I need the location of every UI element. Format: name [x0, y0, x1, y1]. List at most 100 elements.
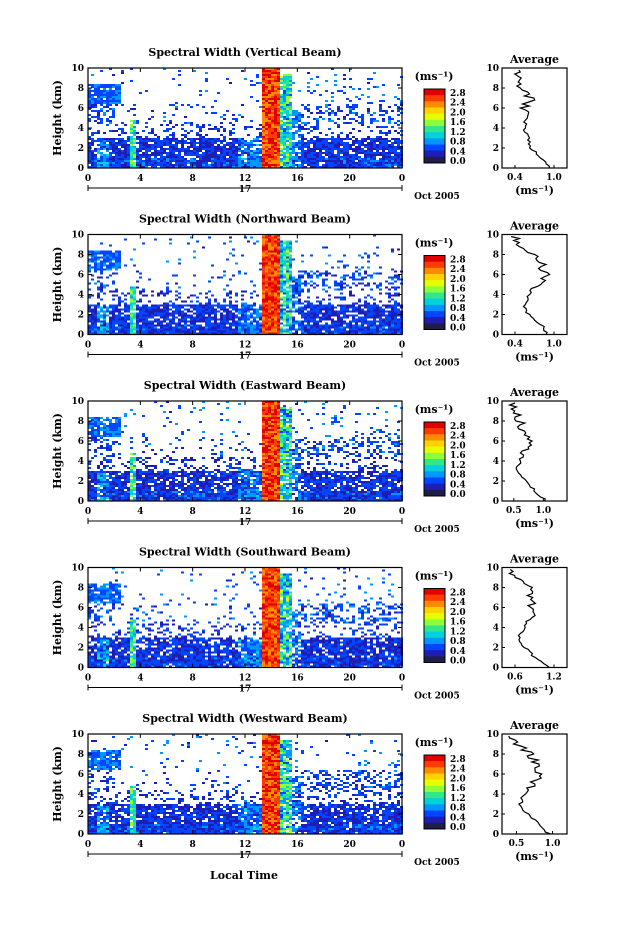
colorbar-tick-label: 1.2 [450, 461, 466, 471]
avg-x-tick-label: 0.5 [506, 506, 522, 516]
avg-y-tick-label: 6 [493, 437, 499, 447]
colorbar-swatch [424, 447, 445, 454]
x-tick-label: 12 [239, 341, 252, 351]
avg-x-tick-label: 0.4 [507, 340, 523, 350]
avg-x-tick-label: 0.4 [507, 173, 523, 183]
y-axis-label: Height (km) [51, 80, 64, 156]
x-tick-label: 20 [343, 507, 356, 517]
x-tick-label: 12 [239, 174, 252, 184]
colorbar-unit: (ms⁻¹) [415, 237, 454, 250]
avg-y-tick-label: 0 [493, 664, 499, 674]
colorbar-swatch [424, 817, 445, 824]
y-tick-label: 4 [78, 457, 84, 467]
colorbar-swatch [424, 638, 445, 645]
avg-profile-line [510, 403, 546, 501]
colorbar-swatch [424, 293, 445, 300]
colorbar-swatch [424, 626, 445, 633]
colorbar-tick-label: 1.6 [450, 784, 466, 794]
avg-x-tick-label: 1.0 [546, 173, 562, 183]
y-tick-label: 0 [78, 331, 84, 341]
colorbar-swatch [424, 471, 445, 478]
avg-title: Average [509, 53, 559, 66]
avg-title: Average [509, 220, 559, 233]
avg-y-tick-label: 8 [493, 584, 499, 594]
x-tick-label: 16 [291, 674, 304, 684]
y-tick-label: 6 [78, 770, 84, 780]
avg-y-tick-label: 2 [493, 477, 499, 487]
avg-y-tick-label: 2 [493, 144, 499, 154]
y-tick-label: 6 [78, 437, 84, 447]
y-tick-label: 10 [71, 730, 84, 740]
avg-unit-label: (ms⁻¹) [515, 684, 554, 697]
x-tick-label: 4 [137, 840, 143, 850]
date-label: 17 [239, 518, 252, 528]
colorbar-swatch [424, 280, 445, 287]
colorbar-tick-label: 2.0 [450, 108, 466, 118]
colorbar-swatch [424, 478, 445, 485]
x-tick-label: 20 [343, 840, 356, 850]
colorbar-swatch [424, 650, 445, 657]
colorbar-tick-label: 1.2 [450, 294, 466, 304]
date-label: 17 [239, 352, 252, 362]
colorbar-tick-label: 0.4 [450, 314, 466, 324]
avg-profile-line [509, 570, 549, 668]
colorbar-swatch [424, 299, 445, 306]
x-tick-label: 0 [85, 840, 91, 850]
colorbar-unit: (ms⁻¹) [415, 403, 454, 416]
colorbar-swatch [424, 465, 445, 472]
colorbar-tick-label: 1.6 [450, 618, 466, 628]
avg-y-tick-label: 10 [486, 231, 499, 241]
avg-title: Average [509, 553, 559, 566]
colorbar-tick-label: 2.0 [450, 275, 466, 285]
x-tick-label: 8 [190, 674, 196, 684]
avg-frame [502, 568, 567, 668]
colorbar-swatch [424, 256, 445, 263]
x-tick-label: 12 [239, 507, 252, 517]
colorbar-tick-label: 0.0 [450, 657, 466, 667]
colorbar-swatch [424, 434, 445, 441]
y-tick-label: 4 [78, 790, 84, 800]
x-tick-label: 0 [85, 507, 91, 517]
month-label: Oct 2005 [414, 359, 460, 369]
avg-y-tick-label: 2 [493, 810, 499, 820]
heatmap-cells [88, 235, 403, 335]
avg-y-tick-label: 6 [493, 604, 499, 614]
colorbar-swatch [424, 595, 445, 602]
colorbar-swatch [424, 441, 445, 448]
heatmap-cells [88, 401, 403, 501]
colorbar-tick-label: 0.8 [450, 138, 466, 148]
colorbar-swatch [424, 786, 445, 793]
y-tick-label: 10 [71, 64, 84, 74]
colorbar-swatch [424, 632, 445, 639]
colorbar-tick-label: 2.0 [450, 774, 466, 784]
x-tick-label: 0 [85, 174, 91, 184]
y-tick-label: 0 [78, 164, 84, 174]
panel-title: Spectral Width (Eastward Beam) [144, 379, 346, 392]
colorbar-swatch [424, 286, 445, 293]
colorbar-swatch [424, 101, 445, 108]
x-tick-label: 12 [239, 840, 252, 850]
y-tick-label: 6 [78, 604, 84, 614]
avg-y-tick-label: 4 [493, 624, 499, 634]
avg-title: Average [509, 386, 559, 399]
x-tick-label: 20 [343, 674, 356, 684]
colorbar-swatch [424, 459, 445, 466]
colorbar-swatch [424, 755, 445, 762]
y-axis-label: Height (km) [51, 580, 64, 656]
avg-y-tick-label: 8 [493, 84, 499, 94]
avg-y-tick-label: 0 [493, 497, 499, 507]
colorbar-swatch [424, 767, 445, 774]
y-tick-label: 8 [78, 750, 84, 760]
y-tick-label: 6 [78, 271, 84, 281]
heatmap-cells [88, 68, 403, 168]
colorbar-tick-label: 1.6 [450, 451, 466, 461]
y-tick-label: 4 [78, 624, 84, 634]
colorbar-swatch [424, 114, 445, 121]
panel-title: Spectral Width (Southward Beam) [139, 546, 351, 559]
colorbar-swatch [424, 151, 445, 158]
avg-y-tick-label: 2 [493, 644, 499, 654]
y-tick-label: 6 [78, 104, 84, 114]
colorbar-tick-label: 0.4 [450, 813, 466, 823]
